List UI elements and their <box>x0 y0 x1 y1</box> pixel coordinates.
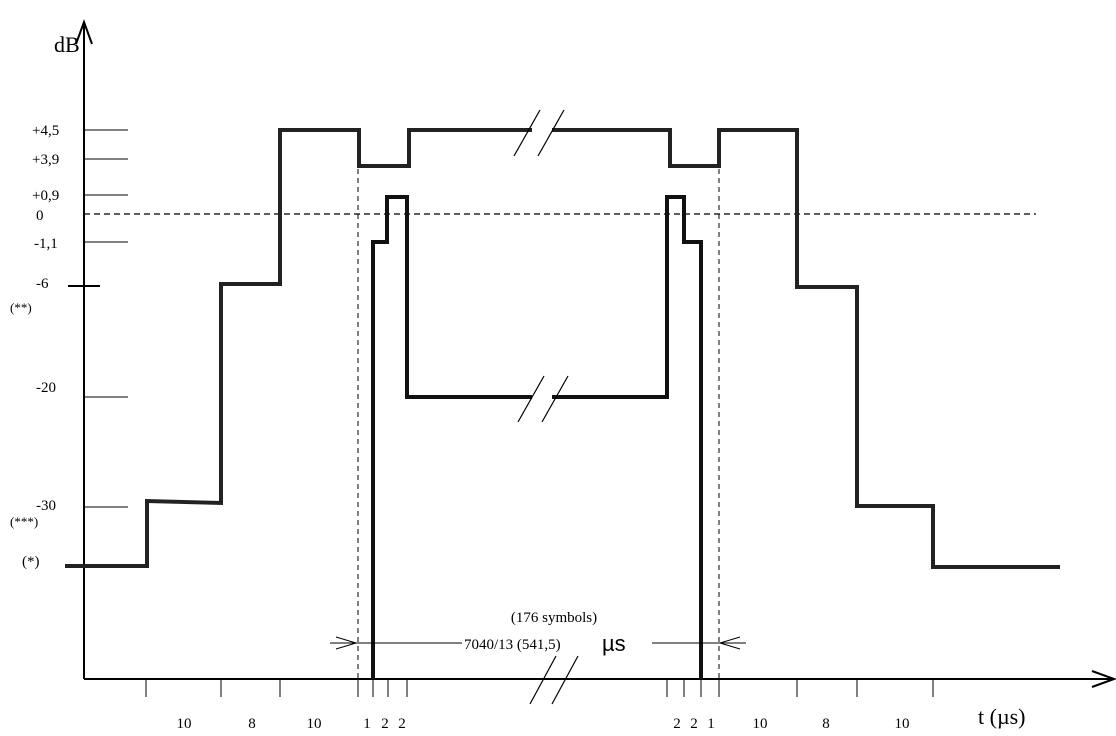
duration-label: 2 <box>690 716 698 731</box>
duration-label: 10 <box>753 716 768 731</box>
y-axis-arrowhead <box>75 19 93 45</box>
span-value-label: 7040/13 (541,5) <box>464 637 561 653</box>
break-mark-top-1 <box>513 109 541 157</box>
x-axis-label: t (µs) <box>978 704 1026 729</box>
duration-label: 1 <box>363 716 371 731</box>
duration-label: 1 <box>707 716 715 731</box>
outer-mask-right-path <box>552 128 1060 569</box>
duration-label: 8 <box>248 716 256 731</box>
duration-label: 10 <box>895 716 910 731</box>
duration-label: 2 <box>381 716 389 731</box>
duration-label: 8 <box>822 716 830 731</box>
span-arrowhead-right <box>718 636 741 650</box>
y-tick-label-p45: +4,5 <box>32 123 59 139</box>
y-tick-label-p09: +0,9 <box>32 188 59 204</box>
break-mark-mid-1 <box>517 375 545 423</box>
note-triple-star: (***) <box>10 514 38 529</box>
y-tick-label-p39: +3,9 <box>32 152 59 168</box>
duration-label: 2 <box>398 716 406 731</box>
duration-label: 10 <box>307 716 322 731</box>
duration-label: 10 <box>177 716 192 731</box>
break-mark-top-2 <box>537 109 565 157</box>
inner-mask-right-path <box>552 195 703 679</box>
inner-mask-left-path <box>371 195 532 679</box>
y-tick-label-m6: -6 <box>36 276 49 292</box>
break-mark-mid-2 <box>541 375 569 423</box>
y-tick-label-m11: -1,1 <box>34 236 58 252</box>
break-mark-bottom-2 <box>551 655 579 705</box>
y-tick-label-m20: -20 <box>36 380 56 396</box>
span-unit-label: µs <box>602 631 626 656</box>
note-single-star: (*) <box>22 554 40 570</box>
duration-label: 2 <box>673 716 681 731</box>
span-arrowhead-left <box>335 636 358 650</box>
outer-mask-left-path <box>65 128 532 568</box>
span-symbols-label: (176 symbols) <box>511 610 597 626</box>
y-tick-label-m30: -30 <box>36 498 56 514</box>
note-double-star: (**) <box>10 300 32 315</box>
x-axis-arrowhead <box>1091 670 1116 688</box>
break-mark-bottom-1 <box>529 655 557 705</box>
y-axis-label: dB <box>54 32 80 57</box>
y-tick-label-0: 0 <box>36 208 44 224</box>
